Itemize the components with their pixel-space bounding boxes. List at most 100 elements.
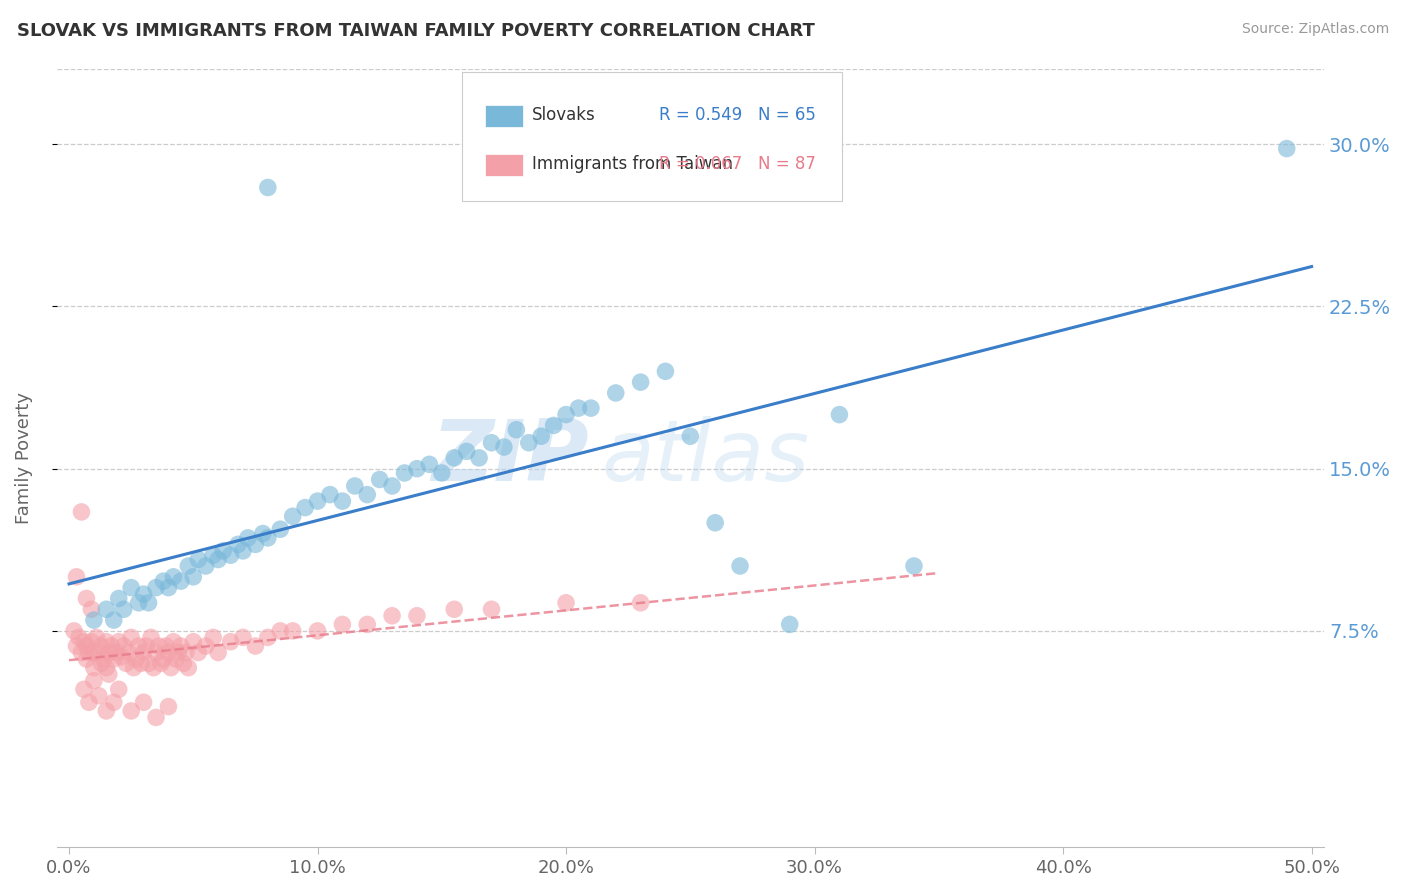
Point xyxy=(65,639,87,653)
Point xyxy=(443,602,465,616)
Point xyxy=(152,652,174,666)
Point xyxy=(194,559,217,574)
Point xyxy=(728,559,751,574)
Point xyxy=(77,646,100,660)
Point xyxy=(356,617,378,632)
Point xyxy=(219,548,242,562)
Text: Slovaks: Slovaks xyxy=(531,106,596,124)
Point xyxy=(138,596,160,610)
Point xyxy=(468,450,491,465)
Point xyxy=(530,429,553,443)
Point xyxy=(67,631,90,645)
FancyBboxPatch shape xyxy=(463,72,842,201)
Point xyxy=(605,386,627,401)
Point xyxy=(110,649,132,664)
Point xyxy=(157,646,180,660)
Point xyxy=(307,494,329,508)
Point xyxy=(394,466,416,480)
Point xyxy=(142,661,165,675)
Text: Source: ZipAtlas.com: Source: ZipAtlas.com xyxy=(1241,22,1389,37)
Point xyxy=(87,689,110,703)
Point xyxy=(281,509,304,524)
Point xyxy=(181,570,204,584)
Point xyxy=(75,591,97,606)
Point xyxy=(679,429,702,443)
Point xyxy=(96,602,118,616)
Point xyxy=(368,473,391,487)
Point xyxy=(83,661,105,675)
Point xyxy=(139,631,162,645)
Point xyxy=(332,494,354,508)
Point xyxy=(145,710,167,724)
Point xyxy=(236,531,259,545)
Point xyxy=(160,661,183,675)
FancyBboxPatch shape xyxy=(485,105,523,127)
Point xyxy=(65,570,87,584)
Point xyxy=(103,652,125,666)
Point xyxy=(212,544,235,558)
Point xyxy=(381,479,404,493)
Point xyxy=(90,639,112,653)
Point xyxy=(135,639,157,653)
Point xyxy=(145,581,167,595)
Point xyxy=(332,617,354,632)
Point xyxy=(149,657,172,671)
Point xyxy=(443,450,465,465)
Point xyxy=(128,639,150,653)
Point xyxy=(418,458,440,472)
Point xyxy=(90,657,112,671)
Point xyxy=(112,602,135,616)
Point xyxy=(630,596,652,610)
Point xyxy=(83,646,105,660)
Point xyxy=(167,646,190,660)
Point xyxy=(177,661,200,675)
Point xyxy=(170,639,193,653)
Point xyxy=(202,631,225,645)
Point xyxy=(107,591,129,606)
Point xyxy=(779,617,801,632)
Point xyxy=(232,544,254,558)
Point xyxy=(132,646,155,660)
Point xyxy=(226,537,249,551)
Point xyxy=(207,552,229,566)
Point xyxy=(219,634,242,648)
Point xyxy=(96,661,118,675)
Point xyxy=(83,673,105,688)
Text: R = 0.067   N = 87: R = 0.067 N = 87 xyxy=(658,155,815,173)
Point xyxy=(245,639,267,653)
Point xyxy=(80,602,103,616)
Point xyxy=(120,704,142,718)
Point xyxy=(174,646,197,660)
Point xyxy=(187,552,209,566)
Point xyxy=(105,646,128,660)
Point xyxy=(319,488,342,502)
Point xyxy=(96,704,118,718)
Point xyxy=(157,699,180,714)
Point xyxy=(269,624,291,638)
Point xyxy=(128,596,150,610)
Point xyxy=(132,695,155,709)
Point xyxy=(481,602,503,616)
Point xyxy=(456,444,478,458)
Point xyxy=(157,581,180,595)
Point xyxy=(87,646,110,660)
Point xyxy=(579,401,602,416)
Point xyxy=(75,652,97,666)
Point xyxy=(75,639,97,653)
Point xyxy=(132,587,155,601)
Point xyxy=(187,646,209,660)
Point xyxy=(165,652,187,666)
Point xyxy=(356,488,378,502)
Point xyxy=(120,631,142,645)
Point xyxy=(70,505,93,519)
Point xyxy=(903,559,925,574)
Point xyxy=(492,440,515,454)
Point xyxy=(257,631,280,645)
Point xyxy=(252,526,274,541)
Point xyxy=(555,596,578,610)
Point xyxy=(307,624,329,638)
Text: Immigrants from Taiwan: Immigrants from Taiwan xyxy=(531,155,733,173)
Text: ZIP: ZIP xyxy=(432,417,589,500)
Point xyxy=(107,634,129,648)
Point xyxy=(138,657,160,671)
